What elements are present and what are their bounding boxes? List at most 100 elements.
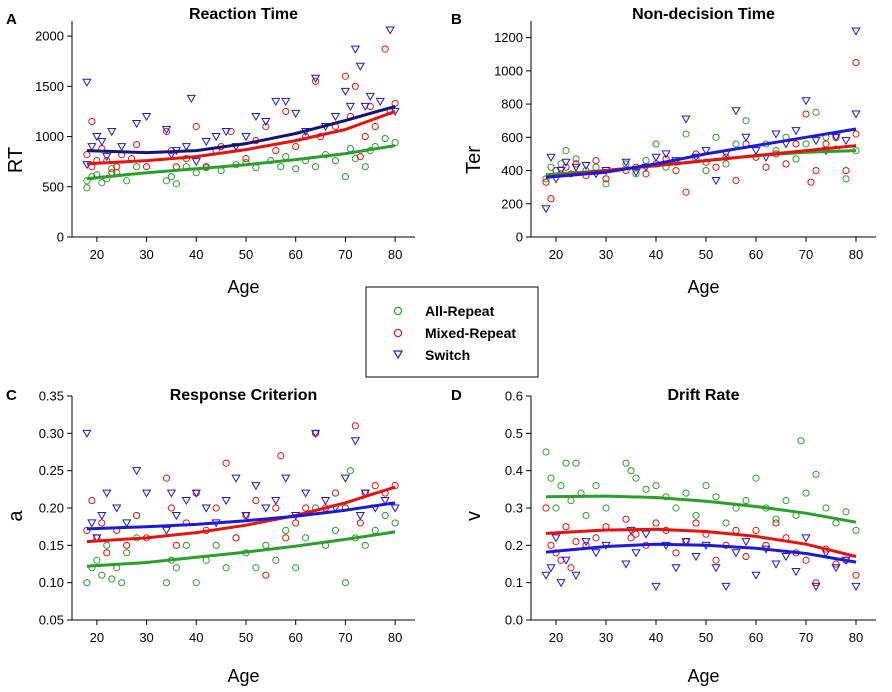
data-point [391, 138, 399, 147]
data-point [731, 107, 741, 116]
data-point [346, 467, 354, 475]
data-point [752, 526, 760, 535]
data-point [133, 163, 141, 171]
data-point [771, 130, 781, 139]
data-point [712, 493, 720, 501]
data-point [272, 556, 280, 564]
data-point [547, 541, 555, 549]
data-point [340, 474, 351, 483]
data-point [102, 489, 112, 498]
data-point [141, 112, 152, 122]
data-point [87, 519, 97, 528]
data-point [272, 147, 280, 155]
data-point [172, 180, 180, 188]
data-point [98, 179, 106, 187]
data-point [812, 108, 820, 116]
data-point [652, 519, 660, 527]
data-point [242, 155, 250, 163]
data-point [351, 422, 359, 430]
panel-letter: D [451, 387, 462, 404]
data-point [642, 156, 650, 165]
data-point [751, 147, 761, 156]
series-mixed-repeat-points [542, 58, 860, 203]
data-point [841, 137, 851, 146]
data-point [542, 178, 550, 186]
data-point [365, 92, 375, 101]
data-point [83, 579, 91, 587]
data-point [271, 97, 281, 106]
y-tick-label: 0.35 [39, 389, 64, 404]
data-point [801, 534, 811, 543]
data-point [811, 137, 821, 146]
data-point [380, 497, 390, 506]
series-switch-points [82, 429, 400, 543]
data-point [541, 571, 551, 580]
data-point [651, 582, 661, 592]
x-tick-label: 60 [288, 630, 302, 645]
x-tick-label: 60 [749, 247, 763, 262]
x-tick-label: 20 [549, 630, 563, 645]
data-point [167, 504, 176, 512]
data-point [97, 511, 107, 521]
data-point [682, 188, 690, 196]
data-point [562, 147, 570, 155]
data-point [556, 579, 566, 588]
data-point [171, 511, 182, 521]
data-point [331, 526, 340, 535]
data-point [371, 526, 379, 535]
data-point [851, 582, 861, 592]
data-point [251, 482, 261, 491]
data-point [330, 112, 341, 122]
data-point [161, 126, 172, 135]
data-point [711, 177, 721, 186]
data-point [592, 482, 600, 490]
data-point [292, 564, 300, 572]
data-point [547, 474, 555, 482]
data-point [742, 117, 750, 125]
data-point [361, 132, 369, 141]
data-point [346, 144, 354, 153]
x-tick-label: 70 [338, 247, 352, 262]
data-point [97, 138, 107, 147]
data-point [791, 127, 801, 136]
data-point [581, 162, 591, 171]
y-axis-label: v [463, 511, 485, 521]
data-point [782, 160, 790, 168]
data-point [762, 163, 770, 171]
data-point [351, 82, 359, 90]
data-point [282, 107, 290, 116]
data-point [557, 482, 565, 490]
x-tick-label: 50 [239, 630, 253, 645]
data-point [732, 526, 740, 535]
data-point [182, 541, 190, 549]
data-point [731, 549, 741, 558]
fit-line-switch [86, 104, 396, 155]
data-point [292, 519, 300, 527]
data-point [103, 549, 111, 557]
data-point [82, 429, 92, 438]
data-point [271, 497, 281, 506]
data-point [222, 459, 230, 467]
data-point [252, 496, 260, 505]
data-point [123, 177, 131, 185]
data-point [631, 168, 641, 177]
data-point [108, 575, 116, 583]
legend-marker-switch [392, 350, 404, 360]
data-point [186, 94, 196, 103]
data-point [222, 564, 230, 572]
x-tick-label: 80 [388, 247, 402, 262]
data-point [92, 534, 102, 543]
data-point [381, 45, 389, 53]
data-point [682, 130, 690, 138]
data-point [712, 133, 720, 141]
data-point [692, 519, 700, 527]
data-point [192, 169, 200, 177]
data-point [212, 541, 220, 549]
data-point [557, 160, 565, 168]
data-point [88, 117, 96, 126]
y-tick-label: 0.25 [39, 463, 64, 478]
x-tick-label: 20 [90, 630, 104, 645]
x-axis-label: Age [687, 277, 719, 297]
legend-label-all-repeat: All-Repeat [425, 303, 495, 319]
